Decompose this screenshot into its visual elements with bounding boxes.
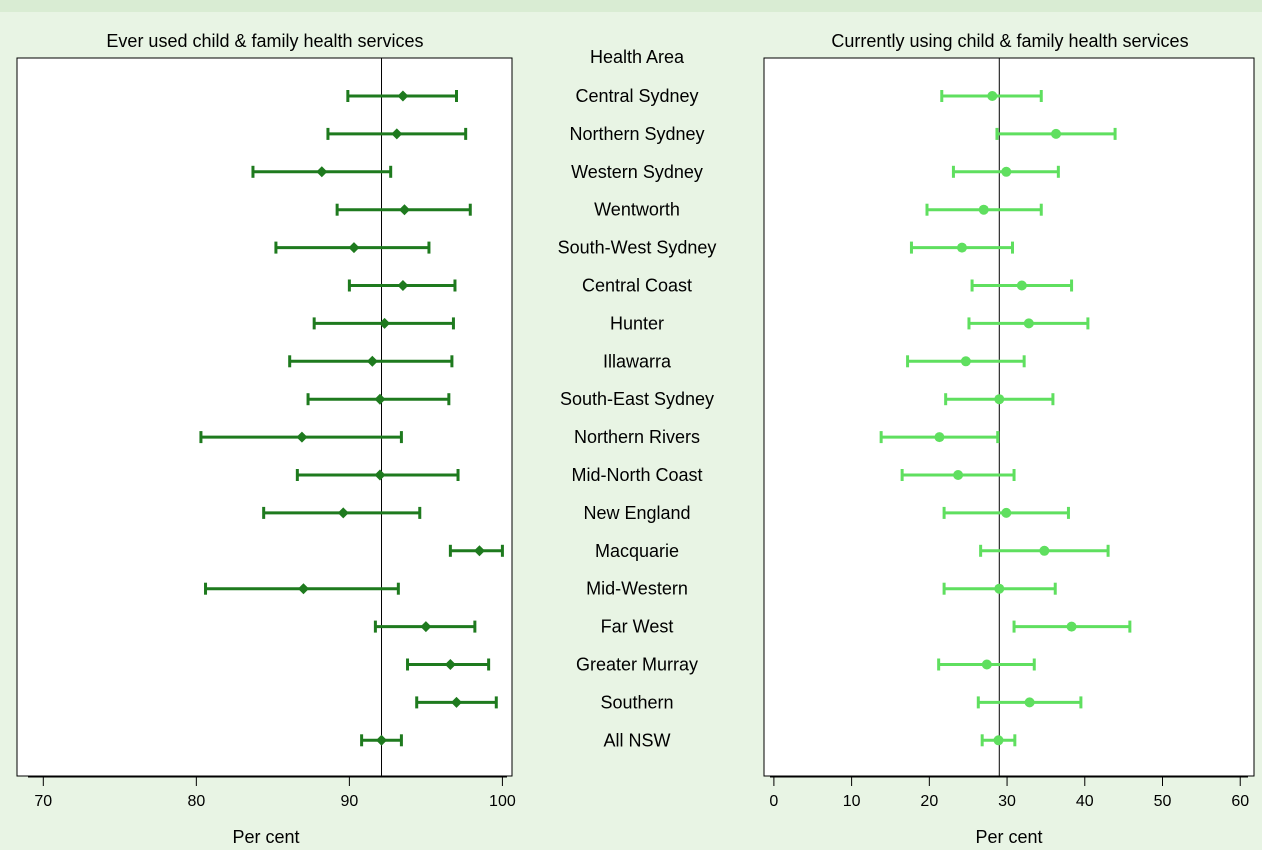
health-area-label: South-West Sydney [558, 238, 717, 258]
right-point-estimate [987, 91, 998, 101]
health-area-label: New England [583, 503, 690, 523]
left-point-estimate [444, 659, 456, 670]
left-chart-title: Ever used child & family health services [106, 31, 423, 51]
left-point-estimate [374, 393, 386, 405]
left-plot-frame [16, 57, 513, 777]
left-tick-label: 90 [340, 793, 358, 810]
left-x-axis-label: Per cent [232, 827, 299, 847]
health-area-label: Mid-Western [586, 579, 688, 599]
left-point-estimate [366, 355, 378, 367]
left-tick-label: 100 [489, 793, 516, 810]
right-point-estimate [1001, 507, 1012, 518]
health-area-label: South-East Sydney [560, 389, 714, 409]
health-area-label: Wentworth [594, 200, 680, 220]
health-area-label: Northern Sydney [569, 124, 704, 144]
health-area-label: All NSW [604, 730, 671, 750]
right-plot-frame [763, 57, 1255, 777]
left-panel: Ever used child & family health services… [16, 31, 516, 847]
left-point-estimate [297, 583, 309, 595]
health-area-label: Hunter [610, 313, 664, 333]
right-x-axis-label: Per cent [975, 827, 1042, 847]
right-tick-label: 50 [1154, 793, 1172, 810]
right-point-estimate [981, 659, 992, 670]
health-area-label: Macquarie [595, 541, 679, 561]
left-point-estimate [296, 431, 308, 443]
left-point-estimate [420, 621, 432, 633]
left-point-estimate [374, 469, 386, 481]
health-area-label: Mid-North Coast [571, 465, 702, 485]
left-point-estimate [473, 545, 485, 557]
health-area-label: Southern [600, 692, 673, 712]
right-point-estimate [994, 394, 1005, 405]
right-chart-title: Currently using child & family health se… [831, 31, 1188, 51]
right-point-estimate [1066, 621, 1077, 632]
right-x-ticks: 0 10 20 30 40 50 60 [769, 777, 1249, 810]
right-point-estimate [1051, 128, 1062, 139]
right-point-estimate [978, 204, 989, 215]
right-tick-label: 10 [843, 793, 861, 810]
right-chart-marks [879, 58, 1132, 776]
health-area-label: Illawarra [603, 351, 672, 371]
right-point-estimate [1023, 318, 1034, 329]
left-point-estimate [397, 280, 409, 291]
right-tick-label: 0 [769, 793, 778, 810]
right-tick-label: 20 [920, 793, 938, 810]
right-tick-label: 30 [998, 793, 1016, 810]
left-point-estimate [316, 166, 328, 178]
left-x-ticks: 70 80 90 100 [34, 777, 516, 810]
right-point-estimate [960, 356, 971, 367]
health-area-label: Central Sydney [575, 86, 698, 106]
right-point-estimate [934, 432, 945, 443]
left-point-estimate [379, 317, 391, 329]
left-point-estimate [398, 204, 410, 216]
right-point-estimate [956, 242, 967, 253]
right-point-estimate [993, 735, 1004, 746]
health-area-label: Greater Murray [576, 655, 698, 675]
right-tick-label: 40 [1076, 793, 1094, 810]
left-point-estimate [337, 507, 349, 519]
health-area-label: Western Sydney [571, 162, 703, 182]
right-panel: Currently using child & family health se… [763, 31, 1255, 847]
health-area-labels: Health Area Central Sydney Northern Sydne… [558, 47, 717, 750]
right-point-estimate [994, 583, 1005, 594]
health-area-label: Far West [601, 617, 674, 637]
left-chart-marks [199, 58, 504, 776]
left-point-estimate [450, 696, 462, 708]
left-point-estimate [397, 90, 409, 102]
left-point-estimate [376, 734, 388, 746]
left-tick-label: 70 [34, 793, 52, 810]
right-point-estimate [953, 470, 964, 480]
top-band [0, 0, 1262, 12]
right-point-estimate [1039, 545, 1050, 556]
left-point-estimate [391, 128, 403, 140]
right-point-estimate [1016, 280, 1027, 291]
right-tick-label: 60 [1231, 793, 1249, 810]
right-point-estimate [1001, 166, 1012, 177]
right-point-estimate [1024, 697, 1035, 708]
health-area-label: Central Coast [582, 276, 692, 296]
health-area-header: Health Area [590, 47, 685, 67]
health-area-label: Northern Rivers [574, 427, 700, 447]
left-point-estimate [348, 242, 360, 254]
left-tick-label: 80 [187, 793, 205, 810]
